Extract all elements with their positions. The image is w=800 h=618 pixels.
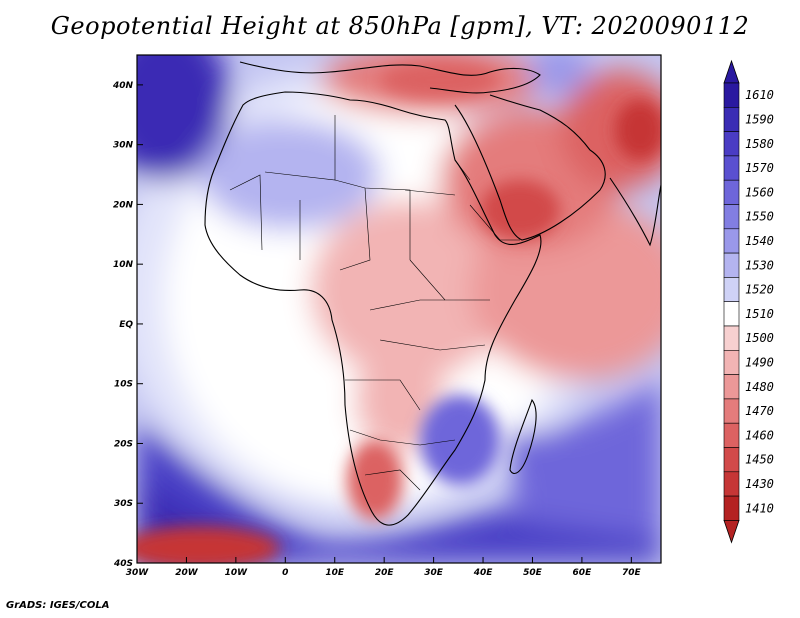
colorbar-swatch — [723, 495, 740, 521]
field-southern-low — [137, 420, 661, 563]
lat-tick-label: 30S — [114, 499, 133, 509]
colorbar-swatch — [723, 107, 740, 132]
field-iran-high — [560, 70, 661, 190]
colorbar-swatch — [723, 301, 740, 327]
lat-tick-label: 20S — [114, 439, 133, 449]
lat-tick-label: 10S — [114, 380, 133, 390]
colorbar-top-arrow — [723, 59, 740, 84]
colorbar-label: 1560 — [745, 185, 774, 199]
colorbar-label: 1470 — [745, 404, 774, 418]
colorbar-label: 1590 — [745, 112, 774, 126]
lat-tick-label: EQ — [119, 320, 133, 330]
colorbar-swatch — [723, 471, 740, 497]
lon-tick-label: 20E — [375, 568, 395, 578]
field-kalahari-core — [347, 440, 403, 520]
lon-tick-label: 10E — [325, 568, 345, 578]
colorbar-swatch — [723, 204, 740, 230]
madagascar — [509, 398, 537, 474]
colorbar-label: 1490 — [745, 355, 774, 369]
colorbar-swatch — [723, 155, 740, 181]
colorbar-swatch — [723, 179, 740, 205]
colorbar-swatch — [723, 228, 740, 254]
longitude-axis: 30W 20W 10W 0 10E 20E 30E 40E 50E 60E 70E — [126, 557, 642, 578]
colorbar-label: 1580 — [745, 137, 774, 151]
africa-coastline — [204, 91, 542, 526]
colorbar-label: 1570 — [745, 161, 774, 175]
lon-tick-label: 30E — [424, 568, 444, 578]
field-se-blue — [500, 380, 661, 540]
colorbar-label: 1480 — [745, 380, 774, 394]
lon-tick-label: 0 — [282, 568, 288, 578]
colorbar-swatch — [723, 349, 740, 375]
colorbar-swatch — [723, 398, 740, 424]
arabia-coastline — [454, 94, 606, 241]
lon-tick-label: 20W — [175, 568, 199, 578]
field-iran-core — [615, 100, 661, 160]
colorbar-label: 1540 — [745, 234, 774, 248]
height-field — [137, 55, 661, 563]
lon-tick-label: 70E — [622, 568, 642, 578]
country-borders — [229, 115, 520, 491]
lat-tick-label: 20N — [113, 200, 134, 210]
colorbar-swatch — [723, 422, 740, 448]
coastlines — [204, 61, 661, 526]
field-mozambique-blue — [420, 395, 500, 485]
colorbar-swatch — [723, 325, 740, 351]
colorbar-label: 1430 — [745, 477, 774, 491]
lat-tick-label: 30N — [113, 141, 134, 151]
europe-coastline — [239, 61, 541, 94]
lon-tick-label: 50E — [523, 568, 543, 578]
colorbar-swatch — [723, 374, 740, 400]
field-sw-high — [137, 526, 280, 563]
lat-tick-label: 40N — [112, 81, 134, 91]
colorbar-swatch — [723, 277, 740, 302]
colorbar-label: 1610 — [745, 88, 774, 102]
colorbar-label: 1450 — [745, 453, 774, 467]
field-caspian-blue — [530, 55, 590, 95]
lon-tick-label: 10W — [225, 568, 249, 578]
colorbar-swatch — [723, 252, 740, 278]
plot-frame — [136, 54, 662, 564]
colorbar-swatch — [723, 82, 740, 108]
field-central-high — [310, 200, 510, 380]
field-nw-low — [137, 55, 230, 180]
colorbar-bottom-arrow — [723, 520, 740, 544]
lon-tick-label: 40E — [473, 568, 494, 578]
colorbar-swatch — [723, 131, 740, 157]
latitude-axis: 40N 30N 20N 10N EQ 10S 20S 30S 40S — [112, 81, 143, 569]
india-coastline — [609, 177, 661, 247]
colorbar-label: 1510 — [745, 307, 774, 321]
colorbar-label: 1410 — [745, 501, 774, 515]
lon-tick-label: 30W — [126, 568, 150, 578]
colorbar-label: 1530 — [745, 258, 774, 272]
colorbar-swatch — [723, 447, 740, 473]
lon-tick-label: 60E — [573, 568, 593, 578]
lat-tick-label: 10N — [113, 260, 134, 270]
colorbar-label: 1550 — [745, 210, 774, 224]
field-turkey-core — [380, 62, 500, 98]
colorbar: 1610 1590 1580 1570 1560 1550 1540 1530 1520 1510… — [723, 59, 774, 544]
field-arabia-core — [480, 180, 560, 240]
grads-credit: GrADS: IGES/COLA — [6, 600, 110, 611]
colorbar-label: 1500 — [745, 331, 774, 345]
map-title: Geopotential Height at 850hPa [gpm], VT:… — [50, 12, 750, 40]
lat-tick-label: 40S — [113, 559, 133, 569]
colorbar-label: 1520 — [745, 283, 774, 297]
colorbar-label: 1460 — [745, 428, 774, 442]
